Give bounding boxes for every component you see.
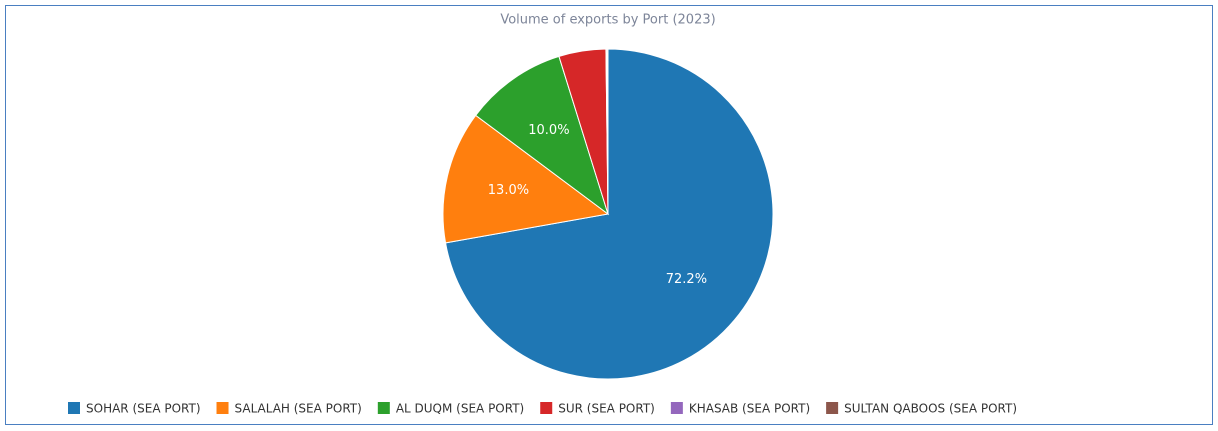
pie-slice: [606, 48, 609, 215]
legend-swatch: [540, 402, 553, 414]
data-label: 10.0%: [528, 123, 569, 138]
legend-label: SALALAH (SEA PORT): [235, 402, 362, 416]
legend-label: SOHAR (SEA PORT): [86, 402, 201, 416]
legend-label: AL DUQM (SEA PORT): [396, 402, 524, 416]
legend-label: SULTAN QABOOS (SEA PORT): [844, 402, 1017, 416]
chart-title: Volume of exports by Port (2023): [500, 13, 715, 28]
legend-swatch: [377, 402, 390, 414]
legend-label: SUR (SEA PORT): [558, 402, 655, 416]
pie-slice: [442, 114, 610, 244]
legend-swatch: [670, 402, 683, 414]
legend-label: KHASAB (SEA PORT): [689, 402, 810, 416]
pie-slice: [444, 48, 774, 380]
data-label: 13.0%: [488, 183, 529, 198]
legend-swatch: [68, 402, 80, 414]
legend-swatch: [826, 402, 839, 414]
data-label: 72.2%: [666, 272, 707, 287]
pie-slice: [475, 55, 609, 216]
legend-swatch: [216, 402, 229, 414]
